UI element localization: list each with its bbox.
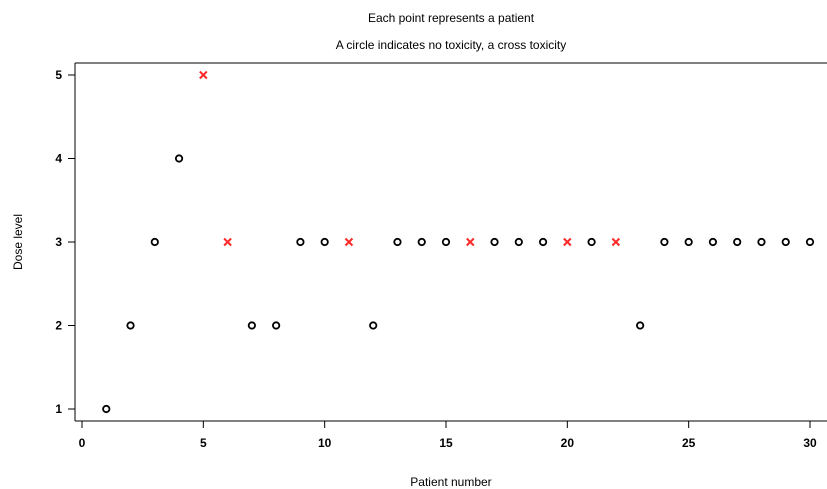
x-axis-label: Patient number [410, 475, 491, 489]
y-axis-label: Dose level [11, 214, 25, 270]
x-tick-label: 20 [561, 436, 575, 450]
no-toxicity-circle-point [150, 237, 159, 247]
no-toxicity-circle-point [296, 237, 305, 247]
data-points [102, 70, 815, 414]
x-tick-label: 25 [682, 436, 696, 450]
x-tick-label: 5 [200, 436, 207, 450]
x-tick-label: 30 [803, 436, 817, 450]
chart-subtitle: A circle indicates no toxicity, a cross … [336, 38, 567, 52]
no-toxicity-circle-point [174, 154, 184, 163]
no-toxicity-circle-point [247, 321, 256, 330]
no-toxicity-circle-point [538, 237, 548, 247]
y-axis: 1 2 3 4 5 [55, 68, 75, 416]
no-toxicity-circle-point [126, 321, 135, 330]
no-toxicity-circle-point [660, 237, 669, 247]
y-tick-label: 3 [55, 235, 62, 249]
toxicity-cross-point [611, 237, 621, 247]
y-tick-label: 5 [55, 68, 62, 82]
no-toxicity-circle-point [733, 237, 742, 247]
no-toxicity-circle-point [708, 237, 718, 247]
no-toxicity-circle-point [587, 237, 596, 247]
no-toxicity-circle-point [757, 237, 766, 247]
no-toxicity-circle-point [417, 237, 426, 247]
no-toxicity-circle-point [441, 237, 451, 247]
no-toxicity-circle-point [636, 321, 645, 330]
toxicity-cross-point [199, 70, 208, 80]
no-toxicity-circle-point [320, 237, 329, 247]
x-axis: 0 5 10 15 20 25 30 [79, 421, 817, 450]
no-toxicity-circle-point [490, 237, 499, 247]
x-tick-label: 0 [79, 436, 86, 450]
y-tick-label: 2 [55, 319, 62, 333]
no-toxicity-circle-point [805, 237, 815, 247]
no-toxicity-circle-point [369, 321, 378, 330]
no-toxicity-circle-point [781, 237, 790, 247]
toxicity-cross-point [223, 237, 232, 247]
toxicity-cross-point [563, 237, 572, 247]
toxicity-cross-point [466, 237, 475, 247]
no-toxicity-circle-point [514, 237, 523, 247]
toxicity-cross-point [344, 237, 354, 247]
y-tick-label: 1 [55, 402, 62, 416]
x-tick-label: 15 [439, 436, 453, 450]
no-toxicity-circle-point [102, 404, 111, 414]
y-tick-label: 4 [55, 152, 62, 166]
chart-title: Each point represents a patient [368, 11, 535, 25]
no-toxicity-circle-point [684, 237, 693, 247]
no-toxicity-circle-point [272, 321, 281, 330]
no-toxicity-circle-point [393, 237, 402, 247]
x-tick-label: 10 [318, 436, 332, 450]
